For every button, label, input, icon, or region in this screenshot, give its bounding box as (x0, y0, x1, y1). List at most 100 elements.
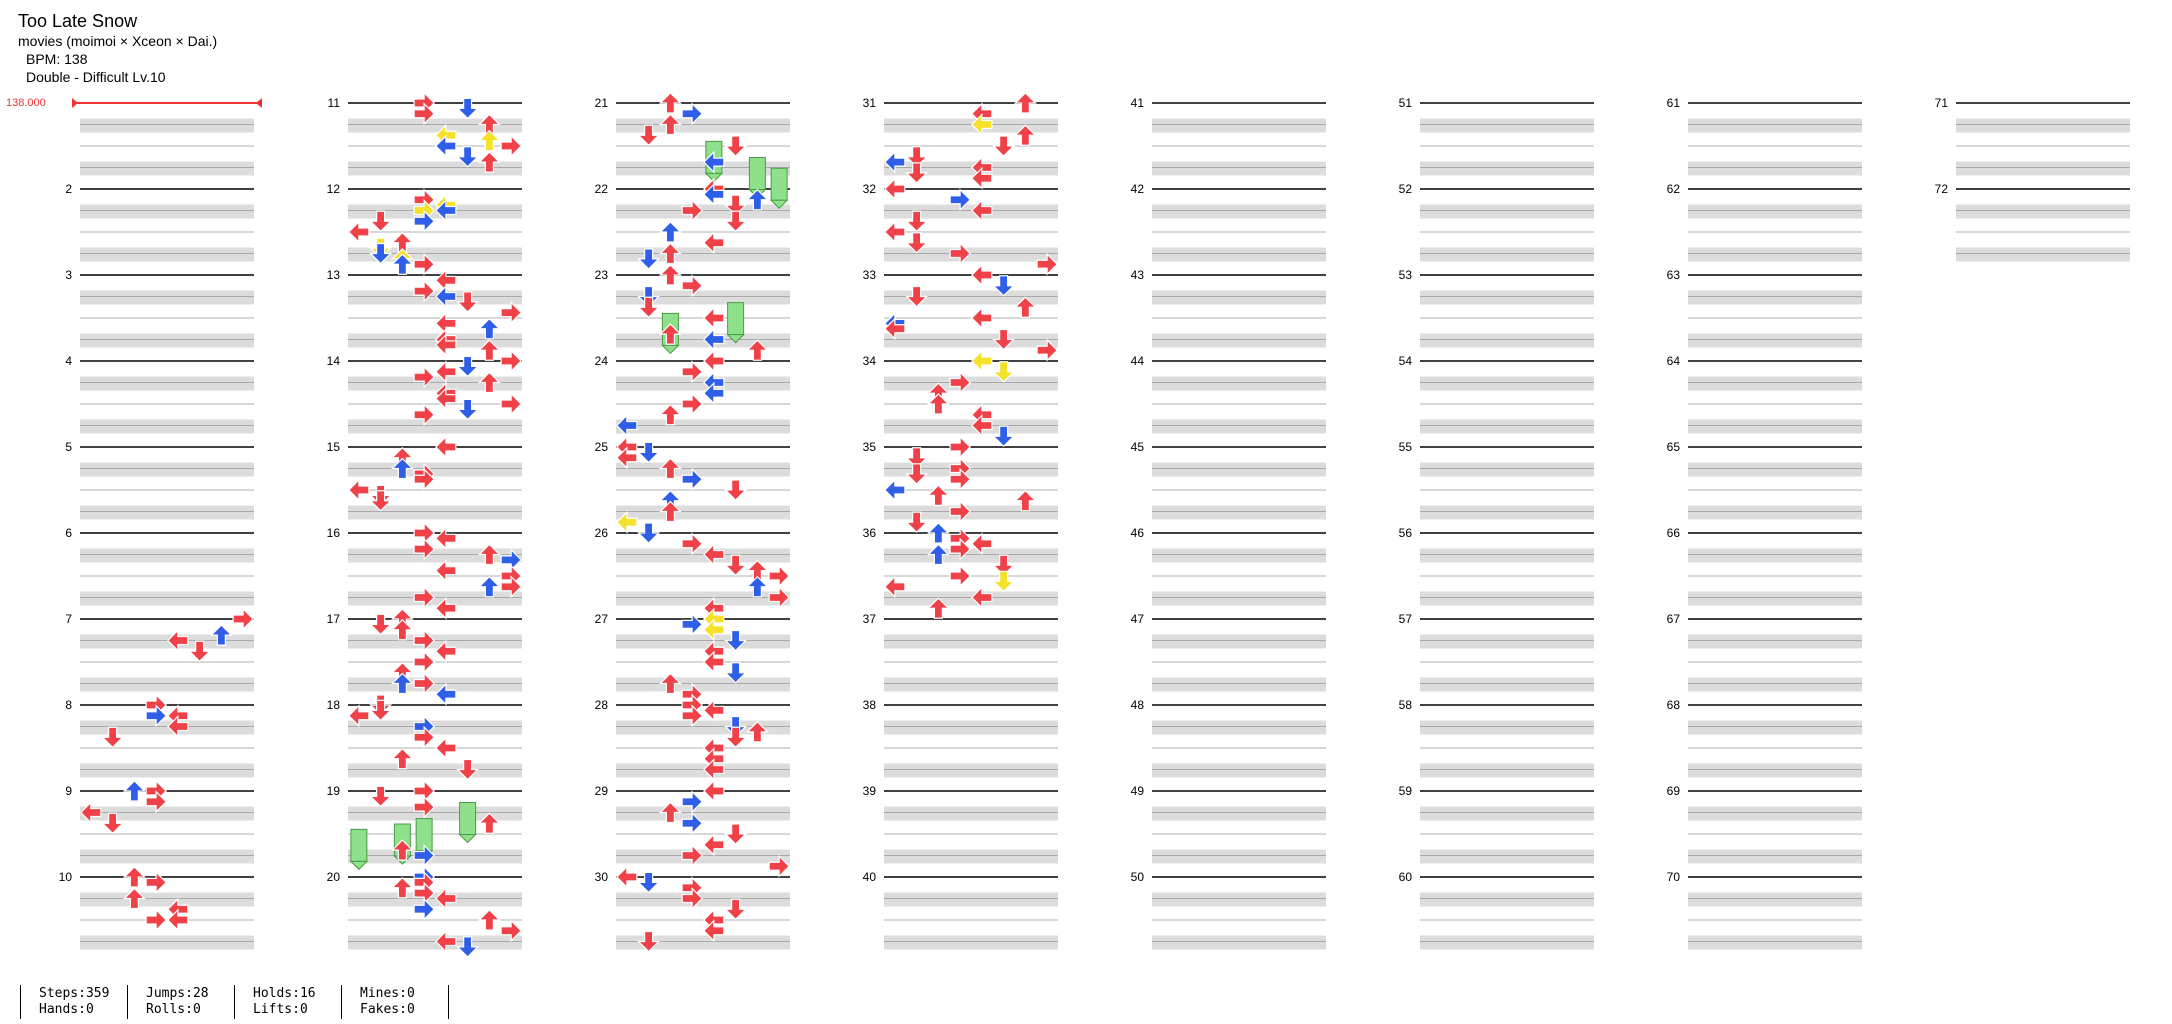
step-arrow-icon (477, 339, 501, 361)
beat-stripe (1420, 462, 1594, 477)
step-arrow-icon (992, 135, 1016, 157)
step-arrow-icon (703, 618, 725, 642)
measure-number: 65 (1667, 440, 1681, 454)
measure-block (616, 532, 790, 606)
measure-block (348, 532, 522, 606)
beat-stripe (884, 892, 1058, 907)
measure-number: 4 (65, 354, 72, 368)
step-arrow-icon (681, 887, 703, 910)
beat-stripe (1420, 333, 1594, 348)
beat-stripe (80, 505, 254, 520)
measure-number: 2 (65, 182, 72, 196)
measure-number: 3 (65, 268, 72, 282)
beat-stripe (616, 333, 790, 348)
beat-stripe (80, 333, 254, 348)
step-arrow-icon (435, 736, 457, 760)
step-arrow-icon (658, 403, 682, 426)
measure-block (884, 102, 1058, 176)
beat-stripe (1956, 247, 2130, 262)
step-arrow-icon (456, 398, 480, 421)
measure-block (80, 446, 254, 520)
step-arrow-icon (413, 403, 435, 427)
measure-number: 8 (65, 698, 72, 712)
measure-number: 52 (1399, 182, 1413, 196)
song-header: Too Late Snow movies (moimoi × Xceon × D… (18, 10, 217, 86)
measure-block (1152, 876, 1326, 950)
beat-stripe (1688, 161, 1862, 176)
beat-stripe (616, 161, 790, 176)
step-arrow-icon (703, 306, 725, 330)
measure-block (1420, 188, 1594, 262)
beat-stripe (348, 247, 522, 262)
beat-stripe (1688, 720, 1862, 735)
step-arrow-icon (949, 500, 971, 523)
step-arrow-icon (500, 301, 522, 325)
step-arrow-icon (724, 898, 748, 921)
step-arrow-icon (971, 532, 993, 556)
step-arrow-icon (949, 242, 971, 265)
measure-number: 9 (65, 784, 72, 798)
measure-number: 60 (1399, 870, 1413, 884)
beat-stripe (1420, 892, 1594, 907)
step-arrow-icon (390, 839, 414, 861)
step-arrow-icon (768, 586, 790, 609)
beat-stripe (616, 849, 790, 864)
step-arrow-icon (413, 897, 435, 921)
measure-number: 28 (595, 698, 609, 712)
step-arrow-icon (637, 296, 661, 319)
measure-block (1688, 360, 1862, 434)
step-arrow-icon (435, 199, 457, 222)
beat-stripe (80, 763, 254, 778)
step-arrow-icon (435, 526, 457, 550)
measure-number: 67 (1667, 612, 1681, 626)
beat-stripe (616, 118, 790, 133)
beat-stripe (884, 247, 1058, 262)
beat-stripe (1152, 720, 1326, 735)
step-arrow-icon (435, 435, 457, 459)
step-arrow-icon (435, 134, 457, 158)
step-arrow-icon (905, 162, 929, 184)
stats-panel: Steps:359 Hands:0 Jumps:28 Rolls:0 Holds… (20, 985, 450, 1019)
beat-stripe (1420, 290, 1594, 305)
step-arrow-icon (949, 188, 971, 212)
beat-stripe (348, 118, 522, 133)
step-arrow-icon (188, 640, 212, 663)
step-arrow-icon (145, 704, 167, 728)
measure-block (1152, 360, 1326, 434)
step-arrow-icon (971, 113, 993, 136)
measure-block (884, 618, 1058, 692)
beat-stripe (348, 333, 522, 348)
beat-stripe (1152, 591, 1326, 606)
stat-divider (448, 985, 450, 1019)
beat-stripe (1420, 548, 1594, 563)
beat-stripe (80, 247, 254, 262)
step-arrow-icon (500, 575, 522, 599)
beat-stripe (884, 935, 1058, 950)
step-arrow-icon (703, 349, 725, 373)
step-arrow-icon (369, 490, 393, 512)
beat-stripe (616, 591, 790, 606)
beat-stripe (80, 419, 254, 434)
beat-stripe (1152, 548, 1326, 563)
step-arrow-icon (477, 812, 501, 834)
step-arrow-icon (122, 887, 146, 910)
measure-number: 11 (328, 96, 341, 110)
step-arrow-icon (658, 801, 682, 824)
step-arrow-icon (884, 478, 906, 502)
hold-tail (458, 834, 477, 844)
step-arrow-icon (435, 360, 457, 384)
measure-number: 18 (327, 698, 341, 712)
measure-block (1420, 446, 1594, 520)
step-arrow-icon (435, 559, 457, 583)
step-arrow-icon (477, 129, 501, 152)
step-arrow-icon (616, 446, 638, 470)
measure-block (884, 876, 1058, 950)
step-arrow-icon (905, 285, 929, 308)
measure-block (884, 274, 1058, 348)
step-arrow-icon (122, 866, 146, 888)
measure-number: 27 (595, 612, 609, 626)
beat-stripe (80, 376, 254, 391)
stat-column: Holds:16 Lifts:0 (234, 985, 341, 1019)
beat-stripe (1956, 161, 2130, 176)
stat-column: Jumps:28 Rolls:0 (127, 985, 234, 1019)
